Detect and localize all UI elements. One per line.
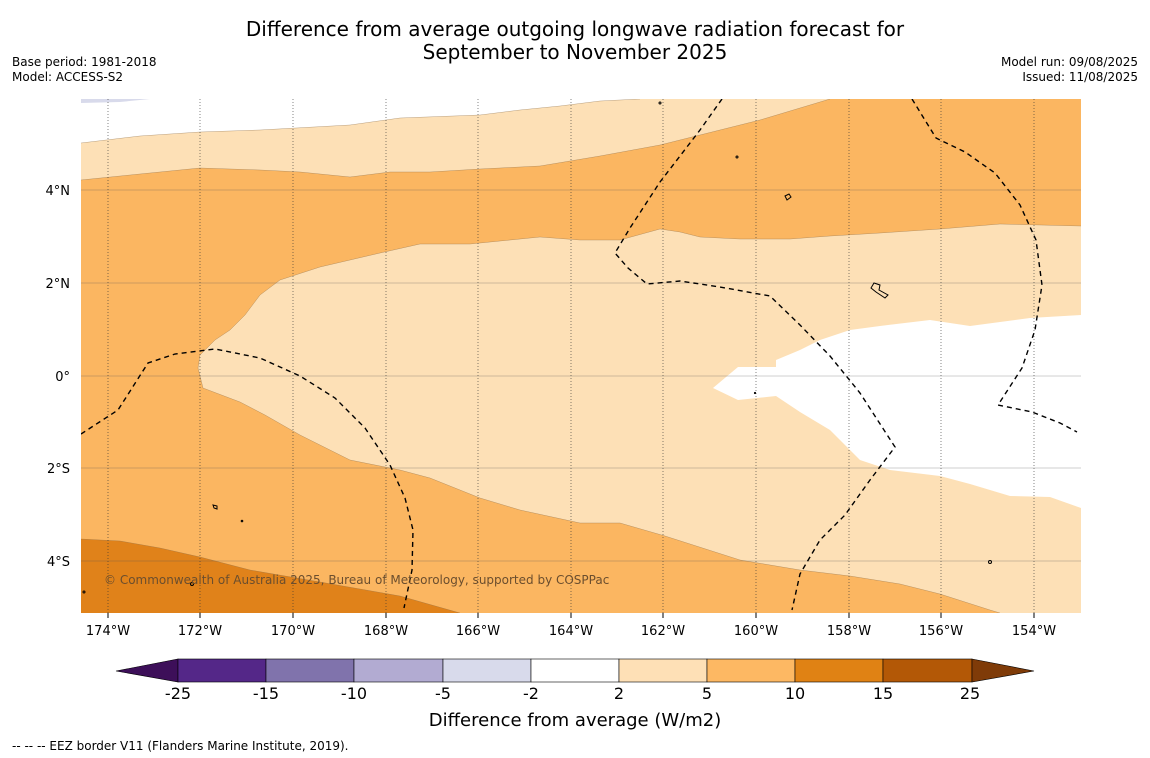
colorbar-segment <box>353 658 444 683</box>
longitude-labels: 174°W 172°W 170°W 168°W 166°W 164°W 162°… <box>86 624 1056 639</box>
colorbar <box>115 658 1035 683</box>
colorbar-extend-low <box>115 658 179 683</box>
title-line-1: Difference from average outgoing longwav… <box>245 17 905 41</box>
lon-label: 158°W <box>827 624 871 639</box>
colorbar-tick-label: -25 <box>165 684 191 703</box>
lon-label: 164°W <box>549 624 593 639</box>
colorbar-extend-high <box>971 658 1035 683</box>
lon-label: 166°W <box>456 624 500 639</box>
latitude-labels: 4°N 2°N 0° 2°S 4°S <box>46 184 71 570</box>
lon-label: 160°W <box>734 624 778 639</box>
lat-label: 4°S <box>47 555 70 570</box>
colorbar-segment <box>442 658 532 683</box>
colorbar-tick-label: -15 <box>253 684 279 703</box>
lon-label: 172°W <box>178 624 222 639</box>
colorbar-title: Difference from average (W/m2) <box>429 710 721 731</box>
lat-label: 2°S <box>47 462 70 477</box>
colorbar-segment <box>882 658 973 683</box>
colorbar-segment <box>706 658 796 683</box>
colorbar-segment <box>530 658 620 683</box>
colorbar-tick-label: 5 <box>702 684 712 703</box>
colorbar-segment <box>618 658 708 683</box>
contour-lines <box>81 99 1081 613</box>
lat-label: 4°N <box>46 184 71 199</box>
lat-label: 2°N <box>46 277 71 292</box>
colorbar-tick-label: 15 <box>873 684 893 703</box>
lon-label: 168°W <box>364 624 408 639</box>
eez-legend-note: -- -- -- EEZ border V11 (Flanders Marine… <box>12 739 349 753</box>
axis-ticks <box>107 613 1035 618</box>
islands <box>82 101 992 594</box>
base-period-text: Base period: 1981-2018 <box>12 55 157 69</box>
lat-label: 0° <box>55 370 70 385</box>
meta-right: Model run: 09/08/2025 Issued: 11/08/2025 <box>1001 55 1138 85</box>
colorbar-tick-label: 10 <box>785 684 805 703</box>
lon-label: 156°W <box>919 624 963 639</box>
map-title: Difference from average outgoing longwav… <box>0 18 1150 64</box>
lon-label: 170°W <box>271 624 315 639</box>
model-run-text: Model run: 09/08/2025 <box>1000 55 1138 69</box>
model-text: Model: ACCESS-S2 <box>12 70 124 84</box>
colorbar-tick-label: 2 <box>614 684 624 703</box>
meta-left: Base period: 1981-2018 Model: ACCESS-S2 <box>12 55 157 85</box>
issued-text: Issued: 11/08/2025 <box>1022 70 1138 84</box>
anomaly-band-negative <box>81 99 150 103</box>
colorbar-tick-label: -2 <box>523 684 539 703</box>
colorbar-tick-label: -5 <box>435 684 451 703</box>
colorbar-tick-labels: -25 -15 -10 -5 -2 2 5 10 15 25 <box>165 684 980 703</box>
colorbar-tick-label: -10 <box>341 684 367 703</box>
colorbar-tick-label: 25 <box>960 684 980 703</box>
anomaly-band-10-15 <box>81 539 460 613</box>
eez-borders <box>81 99 1078 611</box>
map-panel: © Commonwealth of Australia 2025, Bureau… <box>81 99 1081 613</box>
colorbar-segment <box>177 658 267 683</box>
anomaly-band-5-10 <box>81 99 1081 613</box>
anomaly-band-neutral <box>713 315 1081 508</box>
colorbar-segment <box>265 658 355 683</box>
copyright-text: © Commonwealth of Australia 2025, Bureau… <box>104 573 609 587</box>
colorbar-segment <box>794 658 884 683</box>
lon-label: 154°W <box>1012 624 1056 639</box>
latitude-gridlines <box>81 189 1081 562</box>
lon-label: 162°W <box>641 624 685 639</box>
title-line-2: September to November 2025 <box>422 40 728 64</box>
lon-label: 174°W <box>86 624 130 639</box>
